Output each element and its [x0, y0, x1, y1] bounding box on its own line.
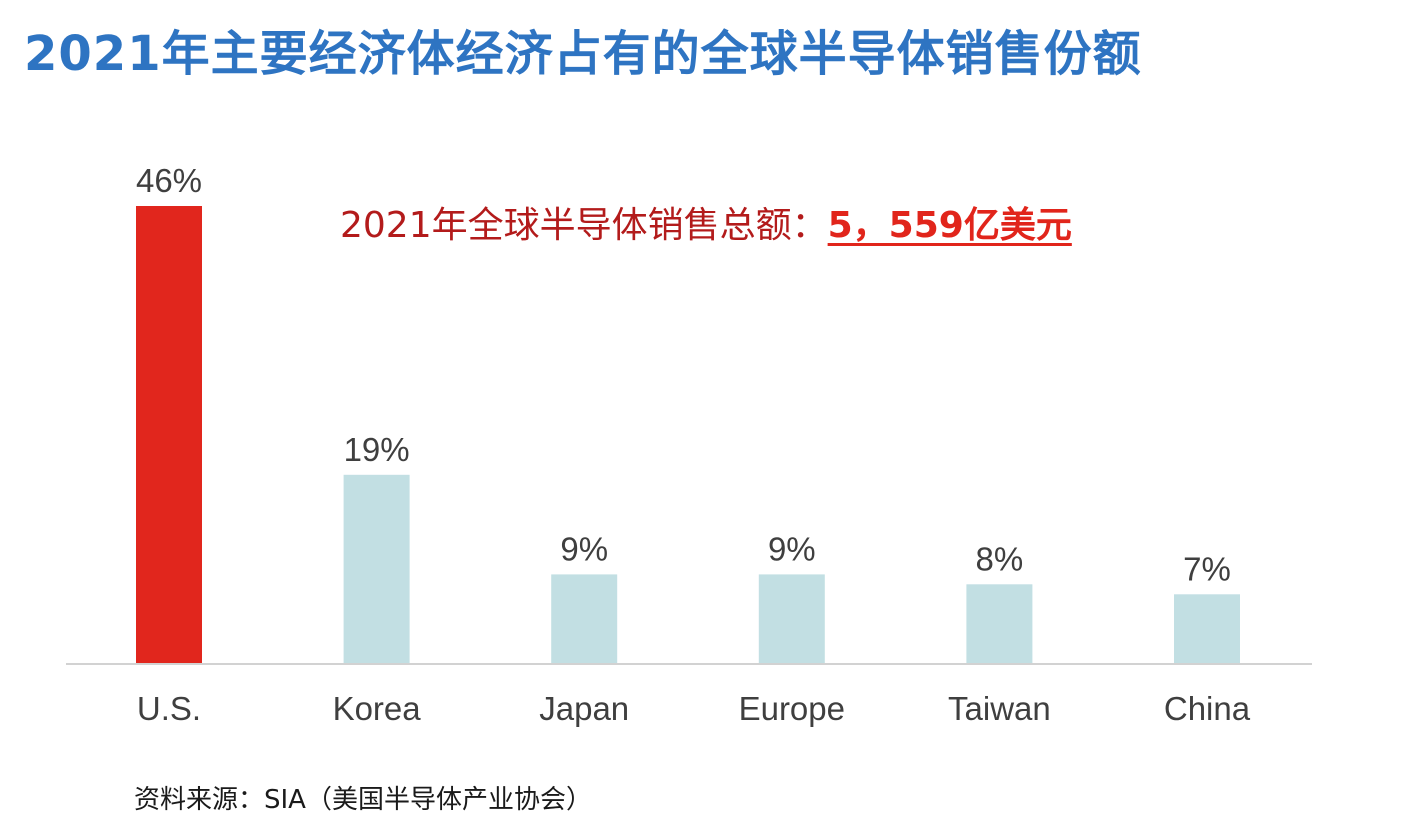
bar-korea — [343, 474, 410, 664]
bar-europe — [758, 574, 825, 664]
total-sales-amount: 5，559亿美元 — [827, 205, 1072, 246]
value-label-taiwan: 8% — [976, 540, 1024, 577]
bar-u-s — [136, 206, 202, 664]
total-sales-annotation: 2021年全球半导体销售总额：5，559亿美元 — [340, 198, 1072, 254]
category-label-u-s: U.S. — [137, 690, 201, 727]
source-note: 资料来源：SIA（美国半导体产业协会） — [134, 785, 592, 815]
value-label-korea: 19% — [344, 431, 410, 468]
bar-china — [1174, 594, 1240, 664]
category-label-taiwan: Taiwan — [948, 690, 1051, 727]
bar-japan — [551, 574, 618, 664]
bar-taiwan — [966, 584, 1033, 664]
category-label-china: China — [1164, 690, 1251, 727]
category-label-korea: Korea — [333, 690, 422, 727]
page-title: 2021年主要经济体经济占有的全球半导体销售份额 — [24, 26, 1142, 82]
value-label-japan: 9% — [560, 530, 608, 567]
value-label-u-s: 46% — [136, 162, 202, 199]
total-sales-label: 2021年全球半导体销售总额： — [340, 205, 828, 246]
value-labels-group: 46% 19% 9% 9% 8% 7% — [136, 162, 1231, 587]
category-label-europe: Europe — [739, 690, 845, 727]
value-label-china: 7% — [1183, 550, 1231, 587]
bars-group — [136, 206, 1240, 664]
category-labels-group: U.S. Korea Japan Europe Taiwan China — [137, 690, 1251, 727]
value-label-europe: 9% — [768, 530, 816, 567]
category-label-japan: Japan — [539, 690, 629, 727]
